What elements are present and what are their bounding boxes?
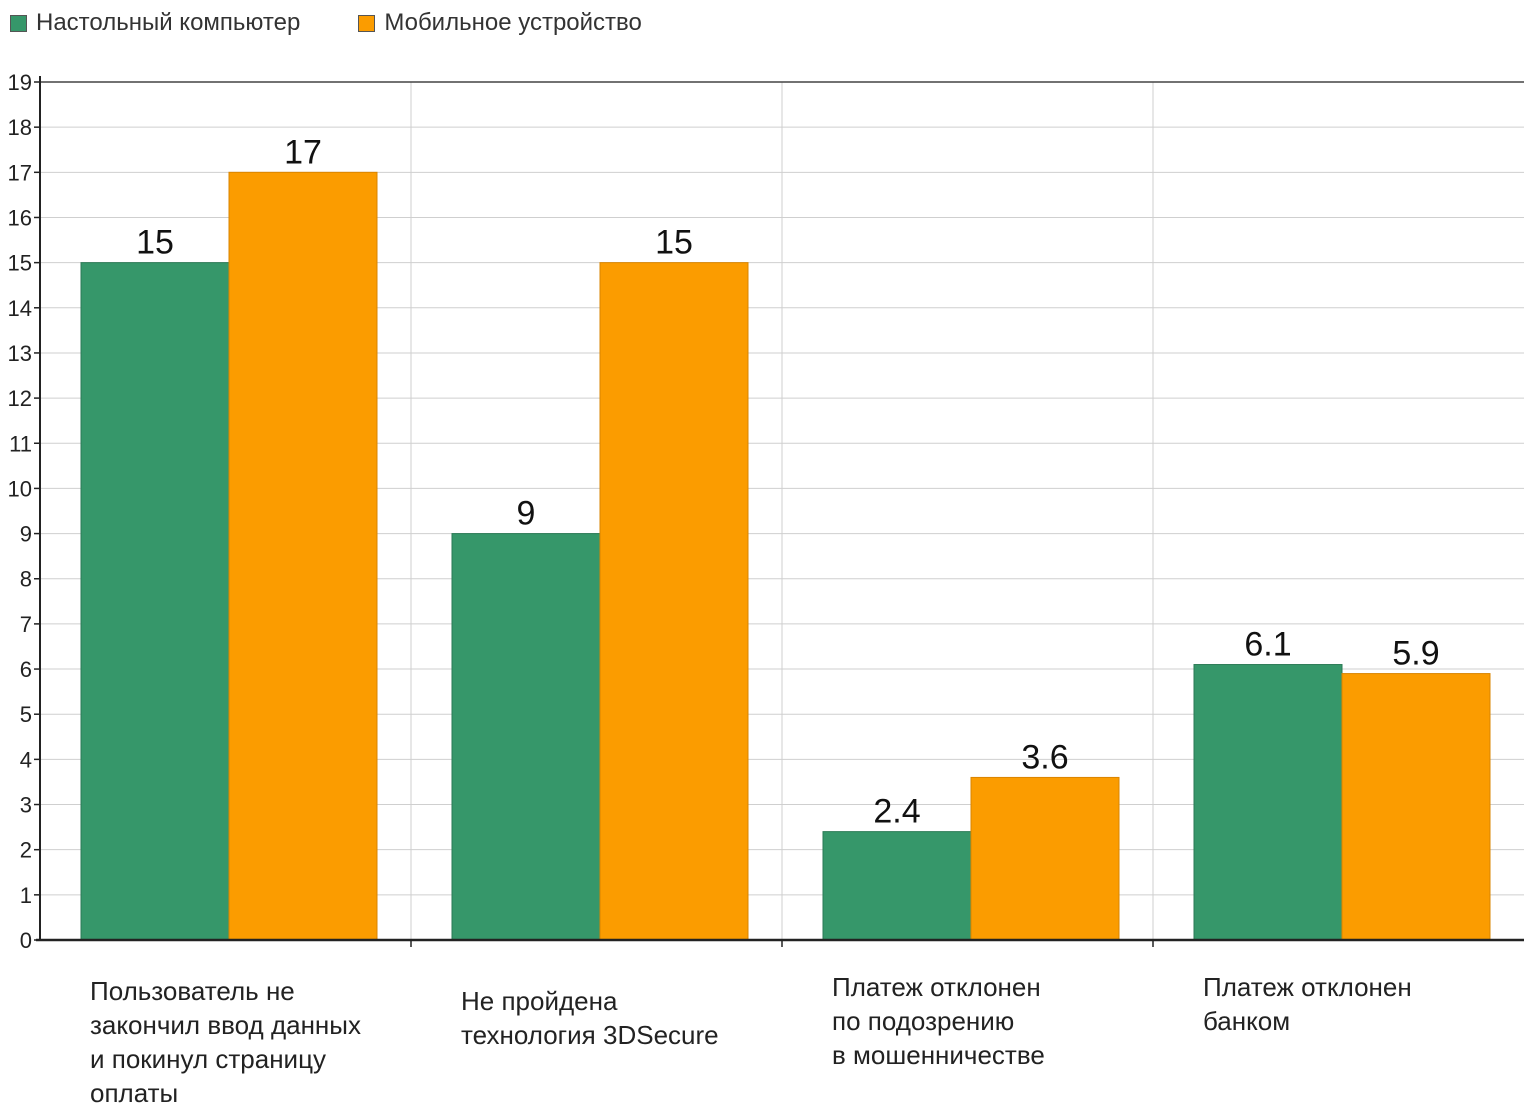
legend-label: Настольный компьютер (36, 9, 301, 36)
bar (80, 262, 230, 941)
legend-swatch (10, 14, 27, 32)
x-category-label-line: Платеж отклонен (832, 972, 1041, 1002)
y-tick-label: 13 (8, 341, 32, 366)
x-category-label: Платеж отклонен по подозрению в мошенничес… (832, 970, 1045, 1072)
y-tick-label: 0 (20, 928, 32, 953)
bar-value-label: 6.1 (1244, 626, 1291, 664)
y-tick-label: 10 (8, 476, 32, 501)
y-tick-label: 5 (20, 702, 32, 727)
legend: Настольный компьютер Мобильное устройство (10, 6, 700, 40)
x-category-label-line: в мошенничестве (832, 1040, 1045, 1070)
bar-value-label: 2.4 (873, 793, 920, 831)
y-tick-label: 3 (20, 793, 32, 818)
x-category-label: Пользователь не закончил ввод данных и пок… (90, 974, 361, 1110)
legend-item: Мобильное устройство (358, 9, 642, 37)
bar (451, 533, 601, 941)
bar (970, 776, 1120, 941)
bar-value-label: 3.6 (1021, 738, 1068, 776)
y-tick-label: 16 (8, 205, 32, 230)
bar (228, 171, 378, 941)
bar-value-label: 5.9 (1392, 635, 1439, 673)
y-tick-label: 17 (8, 160, 32, 185)
bar (599, 262, 749, 941)
y-tick-label: 9 (20, 522, 32, 547)
x-category-label-line: закончил ввод данных (90, 1010, 361, 1040)
x-category-label-line: по подозрению (832, 1006, 1015, 1036)
legend-item: Настольный компьютер (10, 9, 300, 37)
legend-label: Мобильное устройство (384, 9, 642, 36)
bar (822, 831, 972, 941)
y-tick-label: 7 (20, 612, 32, 637)
y-tick-label: 15 (8, 251, 32, 276)
bar-value-label: 15 (136, 224, 174, 262)
x-category-label: Не пройдена технология 3DSecure (461, 984, 719, 1052)
y-tick-label: 11 (9, 431, 32, 456)
y-tick-label: 2 (20, 838, 32, 863)
bar (1341, 673, 1491, 941)
y-tick-label: 4 (20, 747, 32, 772)
y-tick-label: 19 (8, 70, 32, 95)
bar-value-label: 9 (517, 495, 536, 533)
x-category-label: Платеж отклонен банком (1203, 970, 1412, 1038)
bar-value-label: 15 (655, 224, 693, 262)
bar-value-label: 17 (284, 133, 322, 171)
x-category-label-line: банком (1203, 1006, 1291, 1036)
y-tick-label: 12 (8, 386, 32, 411)
x-category-label-line: оплаты (90, 1078, 179, 1108)
x-category-label-line: Не пройдена (461, 986, 618, 1016)
x-category-label-line: и покинул страницу (90, 1044, 326, 1074)
x-category-label-line: Платеж отклонен (1203, 972, 1412, 1002)
x-category-label-line: технология 3DSecure (461, 1020, 719, 1050)
y-tick-label: 8 (20, 567, 32, 592)
y-tick-label: 18 (8, 115, 32, 140)
legend-swatch (358, 14, 376, 32)
y-tick-label: 14 (8, 296, 32, 321)
y-tick-label: 1 (20, 883, 32, 908)
bar (1193, 664, 1343, 941)
x-category-label-line: Пользователь не (90, 976, 295, 1006)
y-tick-label: 6 (20, 657, 32, 682)
